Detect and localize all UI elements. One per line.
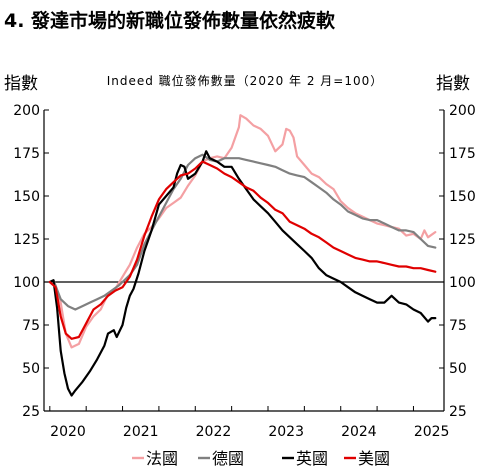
y-tick-label-right: 150 <box>449 189 476 205</box>
series-line-法國 <box>48 114 437 349</box>
x-tick-label: 2021 <box>123 424 159 440</box>
y-tick-label-left: 100 <box>13 275 40 291</box>
y-tick-label-right: 50 <box>449 361 467 377</box>
y-tick-label-left: 50 <box>22 361 40 377</box>
y-axis-label-right: 指數 <box>436 74 470 94</box>
y-tick-label-left: 150 <box>13 189 40 205</box>
y-tick-label-right: 25 <box>449 404 467 420</box>
series-line-美國 <box>48 160 437 340</box>
y-tick-label-left: 200 <box>13 103 40 119</box>
y-tick-label-right: 100 <box>449 275 476 291</box>
x-tick-label: 2025 <box>414 424 450 440</box>
y-tick-label-right: 200 <box>449 103 476 119</box>
legend-label-英國: 英國 <box>296 449 328 468</box>
y-tick-label-right: 125 <box>449 232 476 248</box>
y-axis-label-left: 指數 <box>4 74 38 94</box>
y-tick-label-left: 125 <box>13 232 40 248</box>
legend-label-美國: 美國 <box>358 449 390 468</box>
series-line-德國 <box>48 153 437 311</box>
page-title: 4. 發達市場的新職位發佈數量依然疲軟 <box>4 10 336 32</box>
x-tick-label: 2023 <box>268 424 304 440</box>
y-tick-label-left: 25 <box>22 404 40 420</box>
x-tick-label: 2020 <box>50 424 86 440</box>
legend-label-德國: 德國 <box>212 449 244 468</box>
y-tick-label-right: 75 <box>449 318 467 334</box>
legend-label-法國: 法國 <box>146 449 178 468</box>
series-line-英國 <box>48 150 437 397</box>
y-tick-label-left: 175 <box>13 146 40 162</box>
x-tick-label: 2022 <box>196 424 232 440</box>
y-tick-label-right: 175 <box>449 146 476 162</box>
chart-title: Indeed 職位發佈數量（2020 年 2 月=100） <box>107 73 384 88</box>
x-tick-label: 2024 <box>341 424 377 440</box>
y-tick-label-left: 75 <box>22 318 40 334</box>
